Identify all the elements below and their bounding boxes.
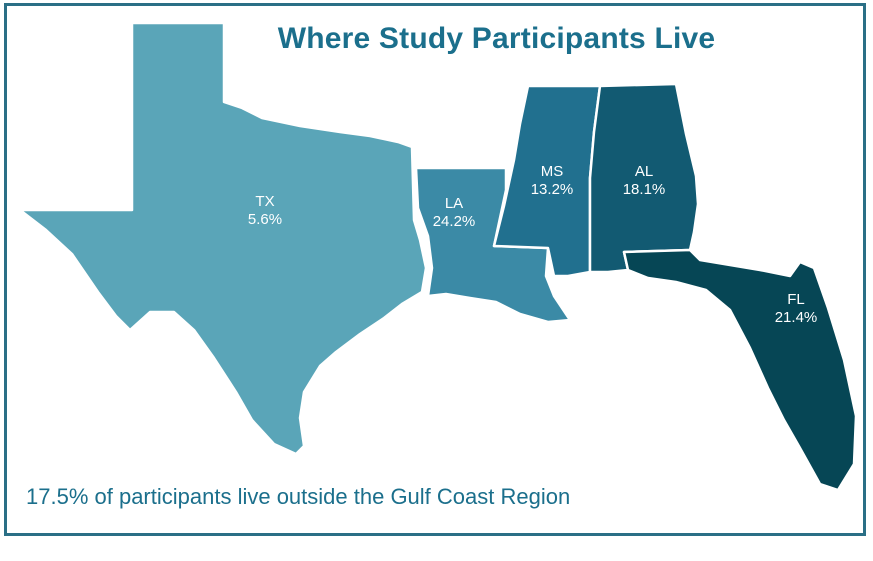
outside-region-note: 17.5% of participants live outside the G…	[26, 484, 571, 509]
map-title: Where Study Participants Live	[277, 22, 716, 55]
state-value-ms: 13.2%	[531, 181, 574, 198]
state-label-la: LA	[445, 195, 463, 212]
state-fl	[622, 248, 858, 492]
state-label-tx: TX	[255, 193, 274, 210]
state-value-fl: 21.4%	[775, 309, 818, 326]
state-label-ms: MS	[541, 163, 564, 180]
state-value-tx: 5.6%	[248, 211, 282, 228]
state-value-al: 18.1%	[623, 181, 666, 198]
state-label-al: AL	[635, 163, 653, 180]
state-label-fl: FL	[787, 291, 805, 308]
state-tx	[18, 21, 428, 456]
state-value-la: 24.2%	[433, 213, 476, 230]
